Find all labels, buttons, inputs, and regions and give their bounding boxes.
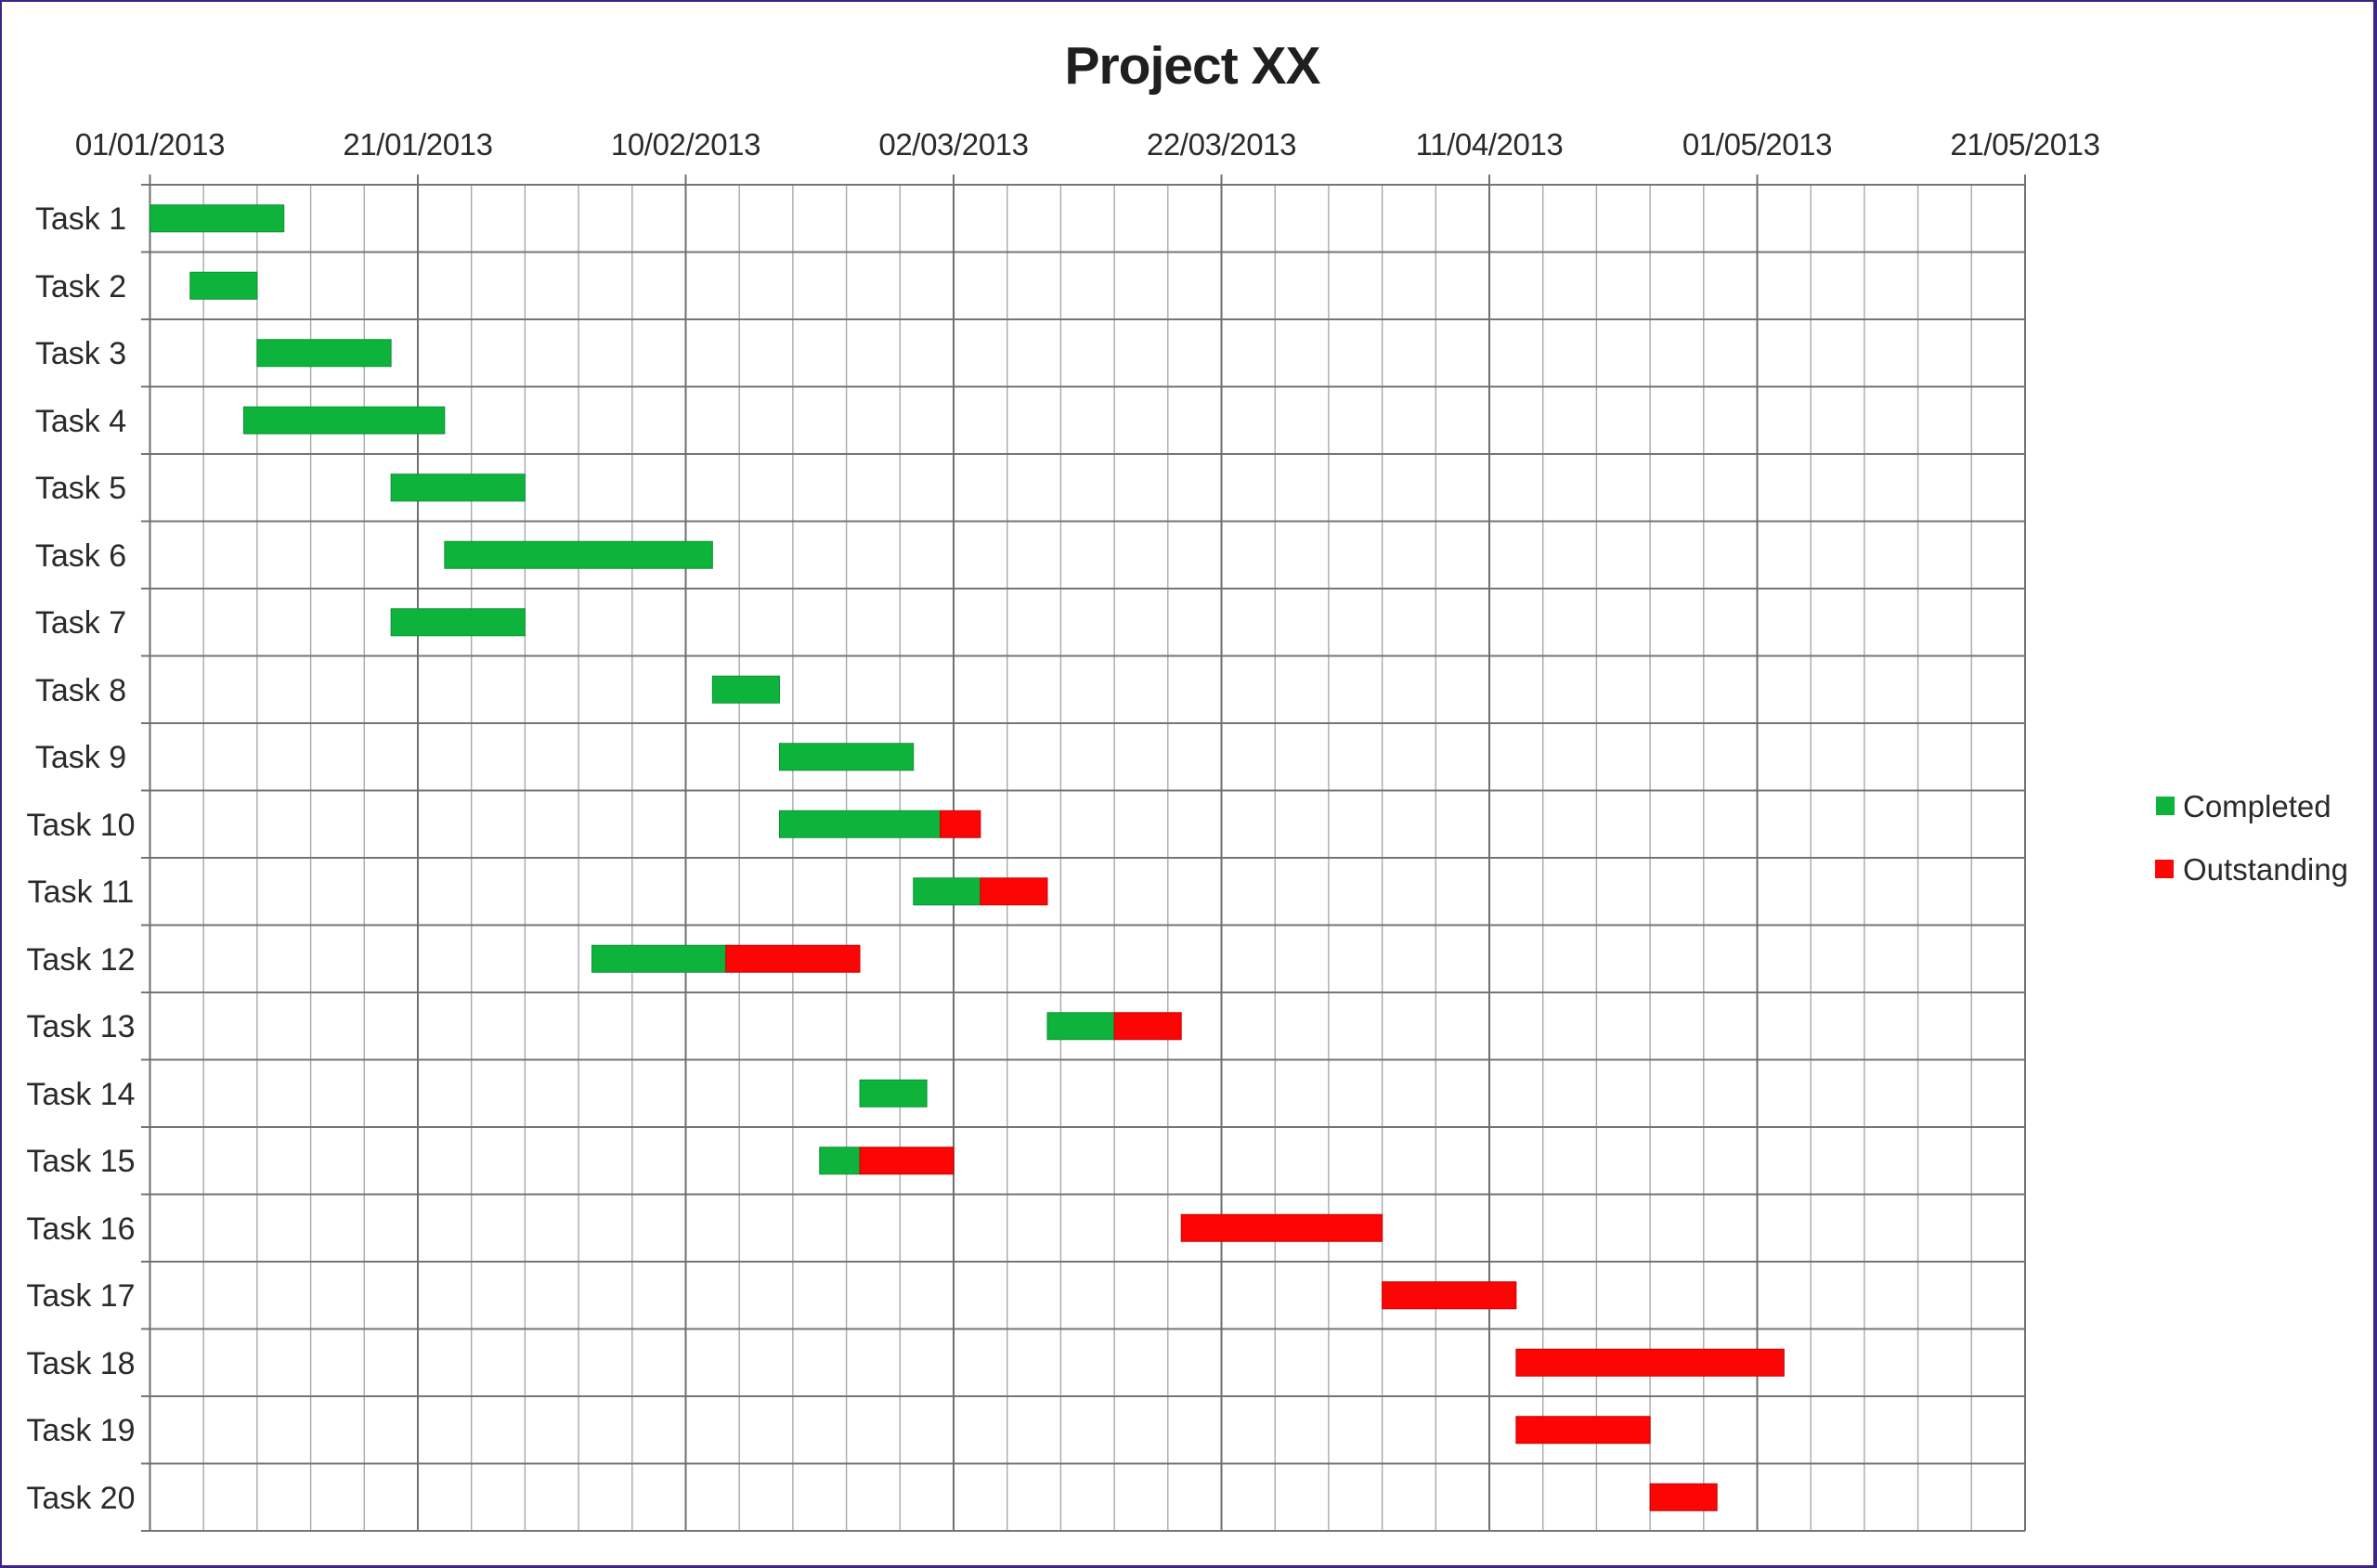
svg-text:Completed: Completed xyxy=(2183,789,2332,823)
svg-text:01/01/2013: 01/01/2013 xyxy=(75,127,225,162)
svg-text:Task 6: Task 6 xyxy=(35,538,126,574)
svg-text:Task 12: Task 12 xyxy=(26,942,135,978)
svg-text:Task 9: Task 9 xyxy=(35,740,126,775)
svg-text:Task 20: Task 20 xyxy=(26,1481,135,1516)
svg-text:10/02/2013: 10/02/2013 xyxy=(611,127,760,162)
svg-text:Task 16: Task 16 xyxy=(26,1212,135,1247)
svg-text:Task 17: Task 17 xyxy=(26,1278,135,1314)
svg-text:02/03/2013: 02/03/2013 xyxy=(878,127,1028,162)
svg-text:Task 1: Task 1 xyxy=(35,201,126,237)
svg-text:Task 3: Task 3 xyxy=(35,336,126,371)
svg-text:Task 19: Task 19 xyxy=(26,1413,135,1448)
svg-text:Task 2: Task 2 xyxy=(35,269,126,305)
svg-text:Task 14: Task 14 xyxy=(26,1077,135,1112)
svg-text:Task 5: Task 5 xyxy=(35,471,126,506)
svg-text:21/05/2013: 21/05/2013 xyxy=(1950,127,2099,162)
svg-text:01/05/2013: 01/05/2013 xyxy=(1682,127,1832,162)
svg-text:Task 10: Task 10 xyxy=(26,808,135,843)
svg-text:Task 11: Task 11 xyxy=(28,875,135,910)
svg-text:Task 15: Task 15 xyxy=(26,1144,135,1179)
svg-text:Task 4: Task 4 xyxy=(35,404,126,439)
svg-text:Task 13: Task 13 xyxy=(26,1009,135,1044)
svg-text:Task 18: Task 18 xyxy=(26,1346,135,1381)
svg-text:Outstanding: Outstanding xyxy=(2183,852,2348,887)
svg-text:Project XX: Project XX xyxy=(1064,36,1320,96)
svg-text:21/01/2013: 21/01/2013 xyxy=(343,127,492,162)
svg-text:Task 7: Task 7 xyxy=(35,605,126,641)
svg-text:11/04/2013: 11/04/2013 xyxy=(1416,127,1564,162)
svg-text:22/03/2013: 22/03/2013 xyxy=(1147,127,1296,162)
svg-text:Task 8: Task 8 xyxy=(35,673,126,708)
